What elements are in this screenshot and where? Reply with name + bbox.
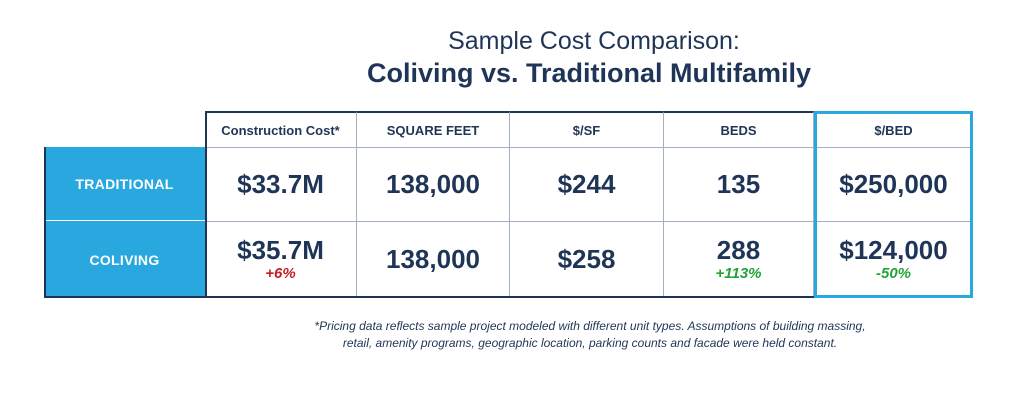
cell-traditional-construction-cost: $33.7M [205, 147, 357, 221]
column-header-price-per-bed: $/BED [814, 111, 973, 147]
table-bottom-border [44, 296, 973, 298]
cost-comparison-table: Construction Cost* SQUARE FEET $/SF BEDS… [44, 111, 973, 298]
cell-traditional-beds: 135 [664, 147, 814, 221]
cell-coliving-construction-cost: $35.7M +6% [205, 221, 357, 296]
cell-value: $33.7M [237, 169, 324, 199]
footnote: *Pricing data reflects sample project mo… [0, 318, 1024, 352]
cell-coliving-price-per-sf: $258 [510, 221, 664, 296]
cell-coliving-square-feet: 138,000 [357, 221, 510, 296]
cell-value: $244 [557, 169, 616, 199]
delta-badge: +113% [715, 264, 762, 282]
cell-value: 135 [716, 169, 761, 199]
cell-traditional-price-per-bed: $250,000 [814, 147, 973, 221]
cell-value: $258 [557, 243, 616, 274]
cell-value: $124,000 [839, 234, 948, 265]
table-outer-left-border [44, 147, 46, 298]
cell-traditional-square-feet: 138,000 [357, 147, 510, 221]
row-label-coliving: COLIVING [44, 221, 205, 298]
table-left-border [205, 111, 207, 298]
delta-badge: -50% [875, 264, 912, 282]
cell-traditional-price-per-sf: $244 [510, 147, 664, 221]
cell-value: $35.7M [237, 234, 324, 265]
column-header-beds: BEDS [664, 111, 814, 147]
cell-value: 138,000 [386, 169, 480, 199]
column-header-construction-cost: Construction Cost* [205, 111, 357, 147]
footnote-line-2: retail, amenity programs, geographic loc… [342, 336, 838, 350]
cell-coliving-beds: 288 +113% [664, 221, 814, 296]
cell-coliving-price-per-bed: $124,000 -50% [814, 221, 973, 296]
column-header-square-feet: SQUARE FEET [357, 111, 510, 147]
row-divider [205, 221, 973, 222]
row-label-traditional: TRADITIONAL [44, 147, 205, 221]
header-divider [205, 147, 973, 148]
chart-subtitle: Coliving vs. Traditional Multifamily [366, 58, 812, 88]
delta-badge: +6% [265, 264, 296, 282]
cell-value: 138,000 [386, 243, 480, 274]
chart-title: Sample Cost Comparison: [448, 27, 740, 55]
cell-value: 288 [716, 234, 761, 265]
cell-value: $250,000 [839, 169, 948, 199]
column-header-price-per-sf: $/SF [510, 111, 664, 147]
footnote-line-1: *Pricing data reflects sample project mo… [314, 319, 866, 333]
